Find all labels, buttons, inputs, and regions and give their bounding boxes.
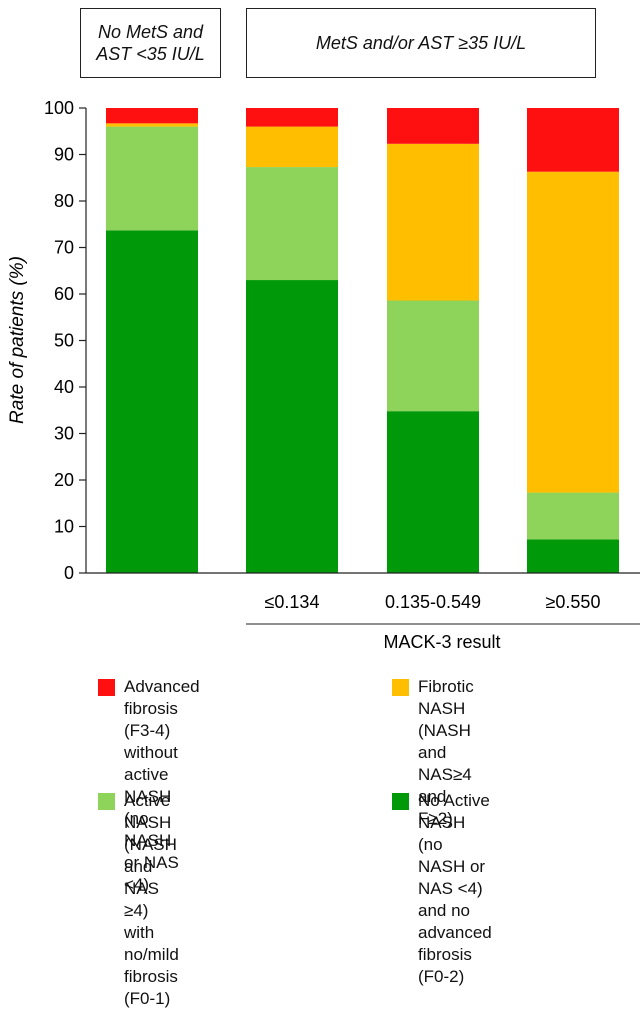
bar-segment-0-1 — [106, 126, 198, 231]
group-label-no-mets-text: No MetS and AST <35 IU/L — [96, 22, 205, 64]
stacked-bar-chart: ≤0.134 0.135-0.549 ≥0.550 0 10 20 30 40 50 60 70 80… — [7, 98, 640, 652]
x-axis-label: MACK-3 result — [383, 632, 500, 652]
bar-segment-3-0 — [527, 539, 619, 573]
legend-text: Active NASH (NASH and NAS ≥4) with no/mi… — [124, 791, 179, 1008]
x-tick-label: 0.135-0.549 — [385, 592, 481, 612]
axes-layer: ≤0.134 0.135-0.549 ≥0.550 0 10 20 30 40 50 60 70 80… — [44, 98, 640, 625]
x-tick-label: ≤0.134 — [265, 592, 320, 612]
bar-segment-2-2 — [387, 143, 479, 301]
y-tick-label: 40 — [54, 377, 74, 397]
x-tick-label: ≥0.550 — [546, 592, 601, 612]
bar-segment-0-2 — [106, 123, 198, 127]
y-tick-label: 0 — [64, 563, 74, 583]
bar-segment-2-3 — [387, 108, 479, 144]
group-label-mets: MetS and/or AST ≥35 IU/L — [246, 8, 596, 78]
legend-swatch — [392, 793, 409, 810]
bar-segment-2-1 — [387, 300, 479, 412]
legend-text: Advanced fibrosis (F3-4) without active … — [124, 677, 200, 894]
y-tick-label: 60 — [54, 284, 74, 304]
bar-segment-1-1 — [246, 167, 338, 281]
bar-segment-2-0 — [387, 411, 479, 573]
group-label-mets-text: MetS and/or AST ≥35 IU/L — [315, 33, 527, 53]
bar-segment-0-3 — [106, 108, 198, 124]
legend-swatch — [392, 679, 409, 696]
legend-swatch — [98, 679, 115, 696]
y-tick-label: 70 — [54, 238, 74, 258]
bar-segment-3-1 — [527, 492, 619, 540]
legend-swatch — [98, 793, 115, 810]
y-tick-label: 10 — [54, 517, 74, 537]
bar-segment-3-2 — [527, 171, 619, 493]
group-label-no-mets: No MetS and AST <35 IU/L — [80, 8, 221, 78]
y-tick-label: 30 — [54, 424, 74, 444]
y-axis-label: Rate of patients (%) — [7, 256, 28, 424]
bar-segment-1-3 — [246, 108, 338, 127]
y-tick-label: 50 — [54, 331, 74, 351]
y-tick-label: 80 — [54, 191, 74, 211]
bars-layer — [106, 108, 619, 574]
bar-segment-1-2 — [246, 126, 338, 168]
y-tick-label: 100 — [44, 98, 74, 118]
legend-text: Fibrotic NASH (NASH and NAS≥4 and F≥2) — [418, 677, 474, 828]
legend-text: No Active NASH (no NASH or NAS <4) and n… — [418, 791, 492, 986]
y-tick-label: 20 — [54, 470, 74, 490]
bar-segment-0-0 — [106, 230, 198, 574]
bar-segment-1-0 — [246, 280, 338, 573]
bar-segment-3-3 — [527, 108, 619, 172]
y-tick-label: 90 — [54, 145, 74, 165]
